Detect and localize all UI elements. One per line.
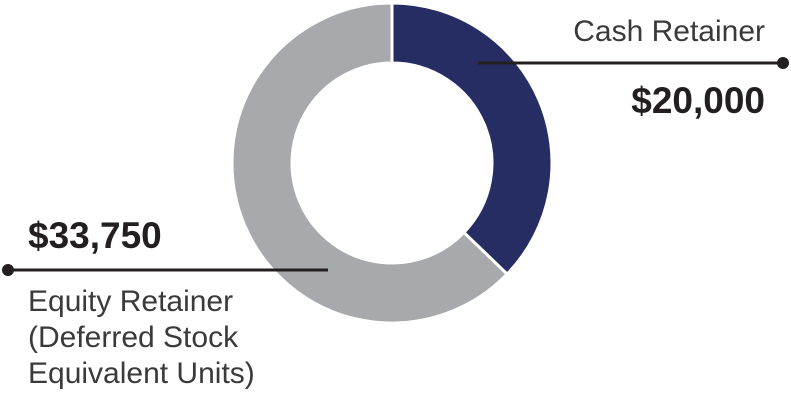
value-label: $33,750 [28, 215, 162, 256]
donut-slice [230, 1, 510, 325]
category-label: Equity Retainer (Deferred Stock Equivale… [28, 285, 255, 390]
value-label: $20,000 [631, 80, 765, 121]
leader-dot [777, 57, 789, 69]
category-label: Cash Retainer [573, 15, 765, 48]
donut-slice [390, 1, 554, 277]
leader-dot [2, 264, 14, 276]
